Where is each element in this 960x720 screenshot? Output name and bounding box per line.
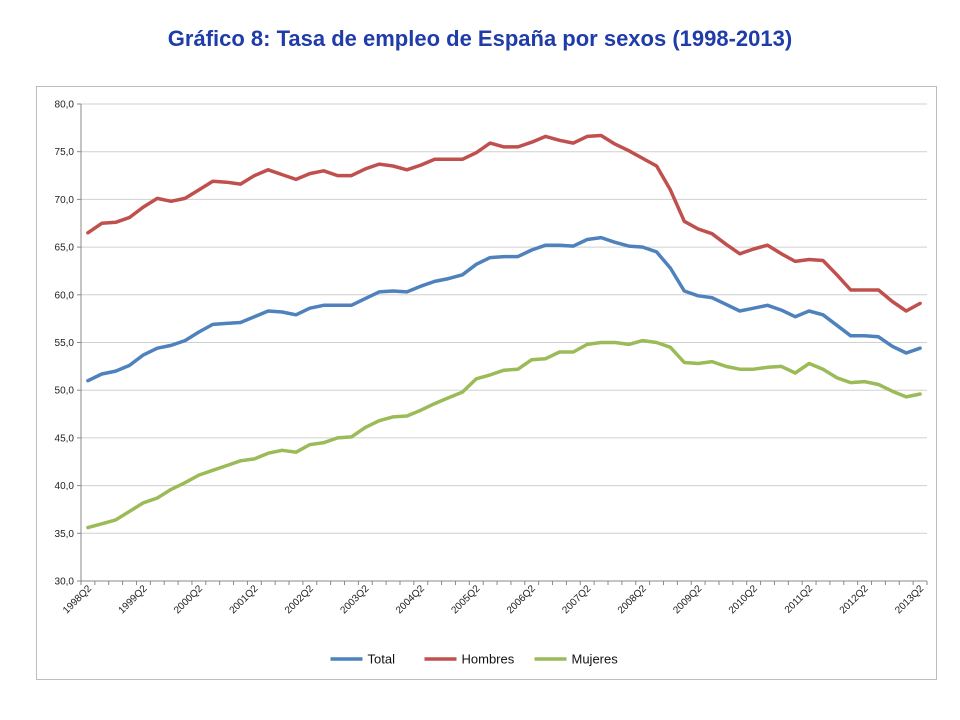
y-tick-label: 60,0	[55, 290, 75, 301]
series-line-hombres	[86, 133, 922, 313]
legend-label-mujeres: Mujeres	[572, 652, 619, 667]
x-tick-label: 2002Q2	[283, 583, 316, 616]
x-tick-label: 2000Q2	[172, 583, 205, 616]
x-tick-label: 2007Q2	[560, 583, 593, 616]
y-tick-label: 30,0	[55, 577, 75, 588]
x-tick-label: 2008Q2	[616, 583, 649, 616]
x-tick-label: 2010Q2	[727, 583, 760, 616]
x-tick-label: 2011Q2	[783, 583, 816, 616]
series-line-mujeres	[86, 338, 922, 530]
x-tick-label: 2013Q2	[893, 583, 926, 616]
chart-frame: 30,0 35,0 40,0 45,0 50,0 55,0 60,0 65,0 70,0 75,0…	[36, 86, 937, 680]
x-tick-label: 2009Q2	[671, 583, 704, 616]
legend-label-hombres: Hombres	[462, 652, 515, 667]
x-tick-label: 1999Q2	[117, 583, 150, 616]
x-tick-label: 2004Q2	[394, 583, 427, 616]
y-tick-label: 80,0	[55, 100, 75, 111]
line-chart: 30,0 35,0 40,0 45,0 50,0 55,0 60,0 65,0 70,0 75,0…	[55, 100, 928, 667]
y-tick-label: 70,0	[55, 195, 75, 206]
x-tick-label: 2005Q2	[449, 583, 482, 616]
y-tick-label: 45,0	[55, 433, 75, 444]
legend-label-total: Total	[368, 652, 396, 667]
y-tick-label: 40,0	[55, 481, 75, 492]
x-tick-label: 2001Q2	[228, 583, 261, 616]
chart-title: Gráfico 8: Tasa de empleo de España por …	[167, 26, 793, 51]
x-tick-label: 2003Q2	[338, 583, 371, 616]
y-tick-label: 55,0	[55, 338, 75, 349]
series-line-total	[86, 235, 922, 383]
y-tick-label: 50,0	[55, 386, 75, 397]
y-tick-label: 65,0	[55, 243, 75, 254]
y-tick-label: 35,0	[55, 529, 75, 540]
x-tick-label: 1998Q2	[61, 583, 94, 616]
x-tick-label: 2006Q2	[505, 583, 538, 616]
x-tick-label: 2012Q2	[838, 583, 871, 616]
y-tick-label: 75,0	[55, 147, 75, 158]
